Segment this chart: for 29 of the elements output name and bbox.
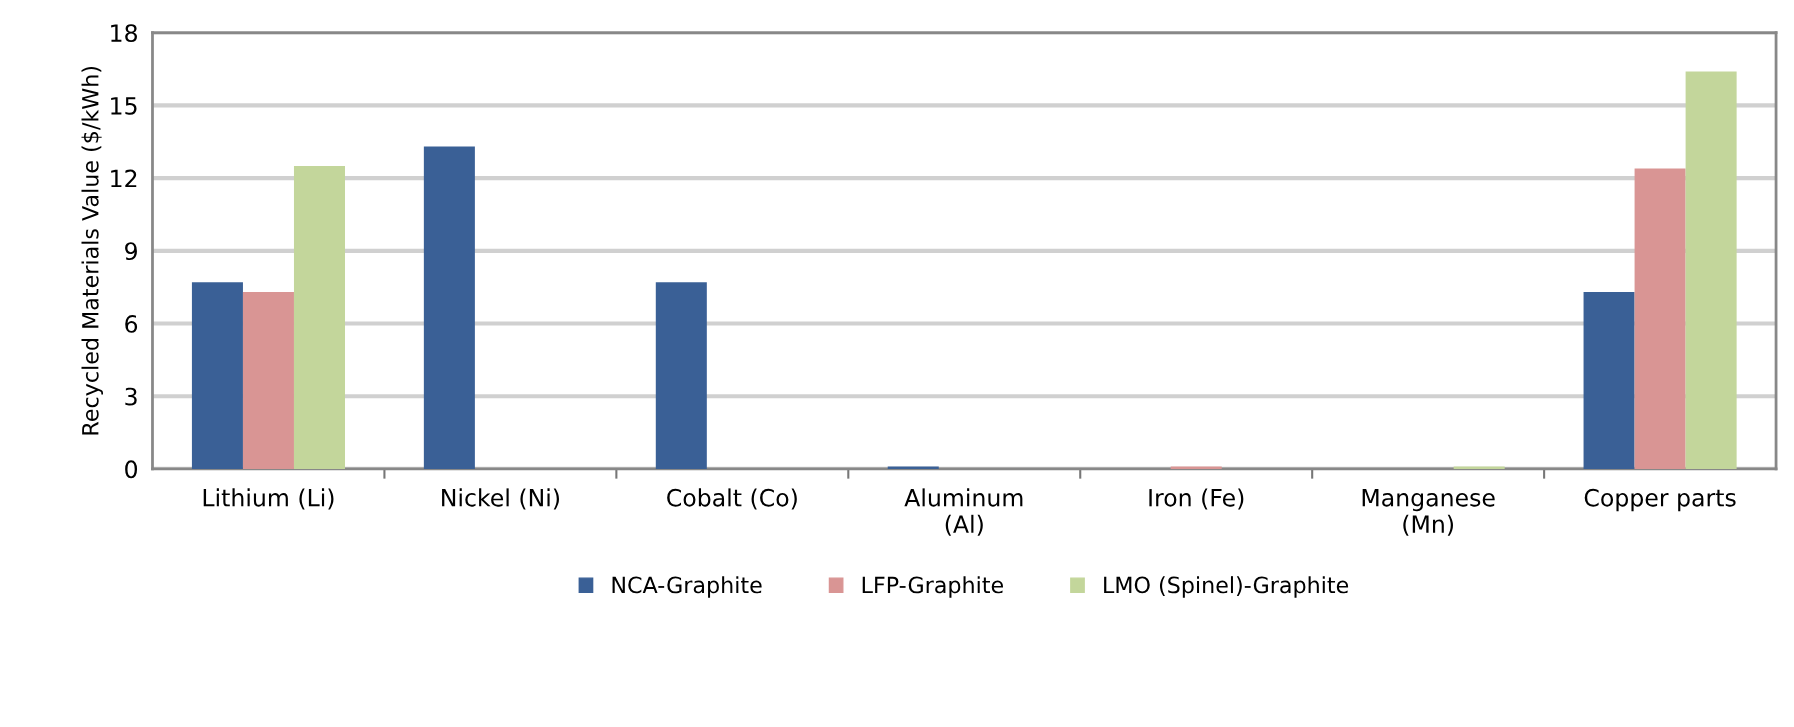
bar: [293, 166, 345, 469]
x-tick-label: Copper parts: [1584, 488, 1736, 512]
x-tick-label: Nickel (Ni): [442, 488, 559, 510]
bar: [1685, 71, 1737, 469]
y-tick-label: 6: [125, 314, 138, 333]
y-tick-label: 3: [125, 387, 137, 406]
y-tick-label: 18: [111, 24, 137, 43]
y-axis-title: Recycled Materials Value ($/kWh): [81, 66, 103, 435]
bar: [1170, 466, 1222, 469]
bar: [191, 282, 243, 469]
y-tick-label: 9: [125, 242, 137, 261]
bar: [1634, 168, 1686, 469]
bar: [887, 466, 939, 469]
legend-label: LFP-Graphite: [862, 576, 1003, 598]
legend-label: NCA-Graphite: [612, 576, 762, 598]
bar: [1583, 292, 1635, 469]
bar: [655, 282, 707, 469]
y-tick-label: 0: [125, 460, 138, 479]
x-tick-label: Iron (Fe): [1149, 488, 1244, 510]
bar: [242, 292, 294, 469]
x-tick-label: Lithium (Li): [203, 488, 334, 510]
x-tick-label: Cobalt (Co): [667, 488, 797, 510]
x-tick-label: Aluminum (Al): [904, 488, 1023, 536]
bar: [1453, 466, 1505, 469]
legend-label: LMO (Spinel)-Graphite: [1104, 576, 1349, 598]
y-tick-label: 12: [111, 169, 137, 188]
y-tick-label: 15: [111, 97, 137, 115]
bar: [423, 146, 475, 469]
x-tick-label: Manganese (Mn): [1362, 489, 1495, 536]
